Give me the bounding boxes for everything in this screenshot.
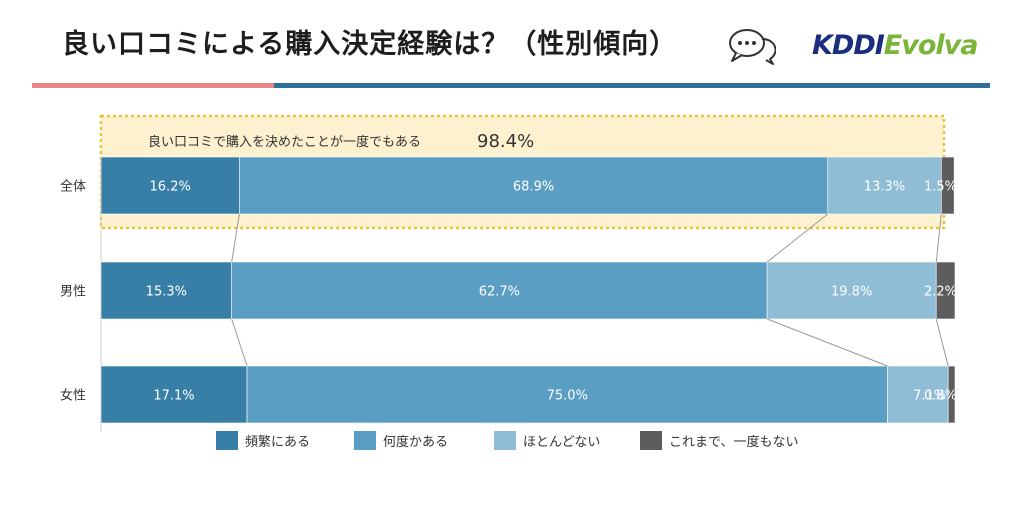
legend-label: ほとんどない (523, 435, 600, 450)
bar-segment (941, 156, 955, 215)
legend-swatch (494, 431, 516, 450)
bar-segment (246, 365, 888, 424)
data-label: 15.3% (146, 285, 187, 300)
page-title: 良い口コミによる購入決定経験は？（性別傾向） (62, 29, 678, 60)
legend-label: これまで、一度もない (669, 434, 798, 450)
data-label: 1.5% (924, 180, 957, 195)
data-label: 7.1% (913, 389, 946, 404)
category-label: 全体 (60, 179, 86, 195)
logo-kddi: KDDI (812, 30, 885, 61)
annotation-text: 良い口コミで購入を決めたことが一度でもある (148, 134, 421, 150)
bar-segment (100, 261, 232, 320)
legend-swatch (354, 431, 376, 450)
data-label: 75.0% (547, 389, 588, 404)
connector-line (231, 318, 248, 367)
data-label: 68.9% (513, 180, 554, 195)
bar-segment (935, 261, 956, 320)
legend-label: 何度かある (383, 434, 448, 450)
category-label: 女性 (60, 388, 86, 404)
legend-label: 頻繁にある (245, 434, 310, 450)
data-label: 17.1% (153, 389, 194, 404)
connector-line (766, 318, 888, 367)
data-label: 0.8% (924, 389, 957, 404)
legend-swatch (216, 431, 238, 450)
bar-segment (100, 365, 248, 424)
bar-segment (100, 156, 240, 215)
annotation-value: 98.4% (477, 131, 534, 152)
bar-segment (947, 365, 956, 424)
accent-line-left (32, 83, 274, 88)
speech-bubbles-icon (729, 29, 776, 65)
connector-line (935, 318, 949, 367)
bar-segment (887, 365, 949, 424)
connector-line (766, 213, 829, 263)
bar-segment (766, 261, 937, 320)
bar-segment (827, 156, 942, 215)
connector-line (935, 213, 942, 263)
category-label: 男性 (60, 285, 86, 300)
data-label: 2.2% (924, 285, 957, 300)
logo-evolva: Evolva (883, 30, 979, 61)
accent-line-right (274, 83, 990, 88)
legend-swatch (640, 431, 662, 450)
connector-line (231, 213, 240, 263)
data-label: 13.3% (864, 180, 905, 195)
kddi-evolva-logo: KDDIEvolva (812, 30, 979, 61)
data-label: 62.7% (479, 285, 520, 300)
data-label: 19.8% (831, 285, 872, 300)
data-label: 16.2% (150, 180, 191, 195)
bar-segment (239, 156, 829, 215)
